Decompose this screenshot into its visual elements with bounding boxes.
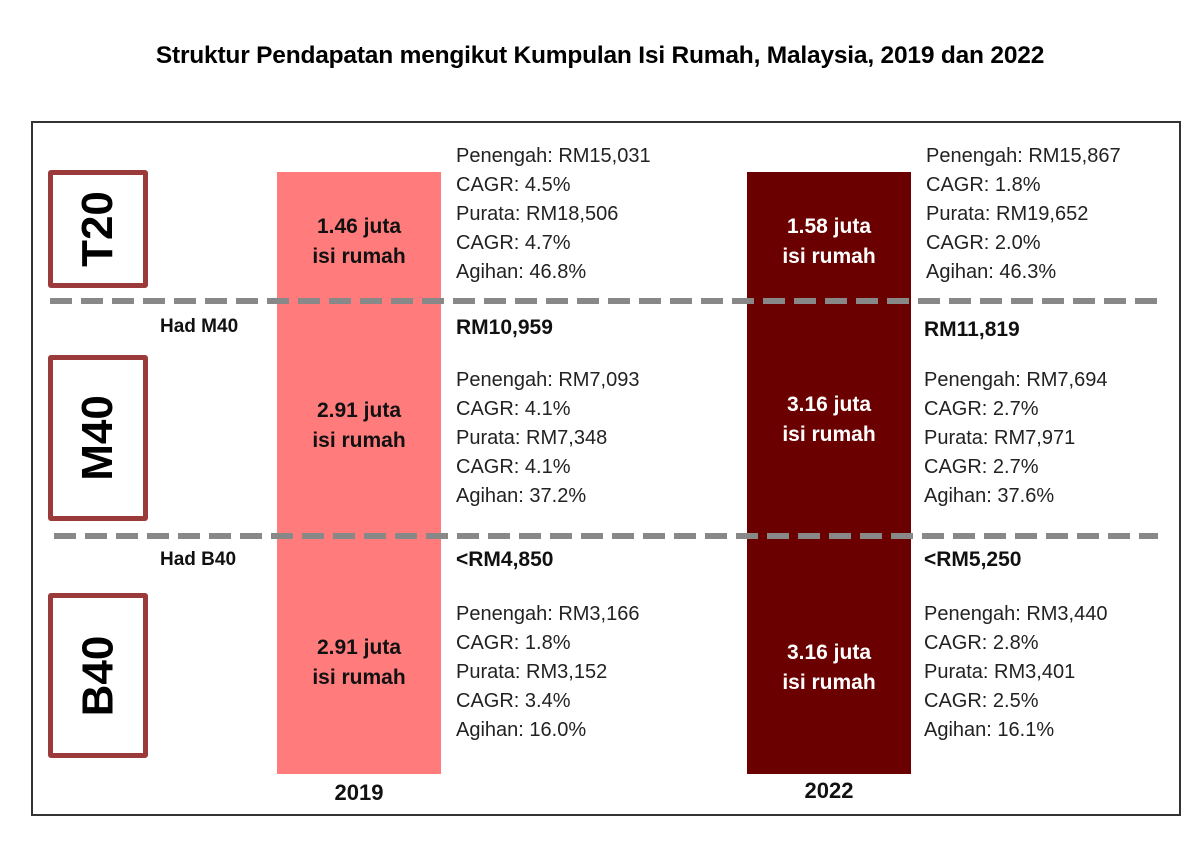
households-unit: isi rumah	[312, 245, 406, 268]
stat-mean: Purata: RM18,506	[456, 203, 619, 225]
stat-mean-cagr: CAGR: 3.4%	[456, 690, 571, 712]
stat-median: Penengah: RM7,694	[924, 369, 1108, 391]
stat-mean-cagr: CAGR: 2.5%	[924, 690, 1039, 712]
households-count: 2.91 juta	[316, 399, 402, 422]
stat-median: Penengah: RM7,093	[456, 369, 640, 391]
threshold-m40-2019: RM10,959	[456, 316, 553, 339]
stats-2022-b40: Penengah: RM3,440 CAGR: 2.8% Purata: RM3…	[924, 600, 1107, 745]
stat-median-cagr: CAGR: 2.7%	[924, 398, 1039, 420]
households-unit: isi rumah	[312, 429, 406, 452]
stat-median-cagr: CAGR: 1.8%	[456, 632, 571, 654]
group-box-t20: T20	[48, 170, 148, 288]
stat-mean: Purata: RM3,401	[924, 661, 1076, 683]
diagram-frame	[31, 121, 1181, 816]
stat-mean-cagr: CAGR: 4.1%	[456, 456, 571, 478]
stat-median: Penengah: RM3,440	[924, 603, 1108, 625]
threshold-b40-2022: <RM5,250	[924, 548, 1022, 571]
chart-title: Struktur Pendapatan mengikut Kumpulan Is…	[155, 42, 1045, 69]
stats-2019-t20: Penengah: RM15,031 CAGR: 4.5% Purata: RM…	[456, 142, 651, 287]
bar-2019-b40-households: 2.91 juta isi rumah	[277, 633, 441, 693]
stat-median: Penengah: RM3,166	[456, 603, 640, 625]
threshold-m40-2022: RM11,819	[924, 318, 1020, 341]
households-count: 3.16 juta	[786, 393, 872, 416]
year-label-2022: 2022	[804, 778, 854, 803]
group-label-b40: B40	[73, 635, 122, 716]
group-label-t20: T20	[72, 191, 122, 267]
stat-mean-cagr: CAGR: 4.7%	[456, 232, 571, 254]
stats-2019-m40: Penengah: RM7,093 CAGR: 4.1% Purata: RM7…	[456, 366, 639, 511]
stat-median-cagr: CAGR: 4.5%	[456, 174, 571, 196]
stat-median: Penengah: RM15,031	[456, 145, 651, 167]
households-count: 2.91 juta	[316, 636, 402, 659]
threshold-label-b40: Had B40	[160, 549, 237, 570]
stats-2019-b40: Penengah: RM3,166 CAGR: 1.8% Purata: RM3…	[456, 600, 639, 745]
stat-median: Penengah: RM15,867	[926, 145, 1121, 167]
stat-mean-cagr: CAGR: 2.0%	[926, 232, 1041, 254]
households-unit: isi rumah	[782, 671, 876, 694]
stat-median-cagr: CAGR: 2.8%	[924, 632, 1039, 654]
stat-mean: Purata: RM19,652	[926, 203, 1089, 225]
bar-2022-m40-households: 3.16 juta isi rumah	[747, 390, 911, 450]
group-label-m40: M40	[73, 395, 122, 481]
stat-mean: Purata: RM7,348	[456, 427, 608, 449]
stat-share: Agihan: 37.2%	[456, 485, 587, 507]
households-count: 3.16 juta	[786, 641, 872, 664]
bar-2019-t20-households: 1.46 juta isi rumah	[277, 212, 441, 272]
threshold-b40-2019: <RM4,850	[456, 548, 554, 571]
group-box-b40: B40	[48, 593, 148, 758]
divider-m40-b40	[54, 533, 1158, 539]
bar-2019-m40-households: 2.91 juta isi rumah	[277, 396, 441, 456]
households-unit: isi rumah	[312, 666, 406, 689]
households-count: 1.46 juta	[316, 215, 402, 238]
bar-2022: 1.58 juta isi rumah 3.16 juta isi rumah …	[747, 172, 911, 774]
stat-share: Agihan: 46.3%	[926, 261, 1057, 283]
stat-median-cagr: CAGR: 1.8%	[926, 174, 1041, 196]
bar-2019: 1.46 juta isi rumah 2.91 juta isi rumah …	[277, 172, 441, 774]
stat-mean: Purata: RM3,152	[456, 661, 608, 683]
year-label-2019: 2019	[334, 780, 384, 805]
stat-share: Agihan: 37.6%	[924, 485, 1055, 507]
stats-2022-t20: Penengah: RM15,867 CAGR: 1.8% Purata: RM…	[926, 142, 1121, 287]
households-unit: isi rumah	[782, 423, 876, 446]
divider-t20-m40	[50, 298, 1158, 304]
households-unit: isi rumah	[782, 245, 876, 268]
bar-2022-b40-households: 3.16 juta isi rumah	[747, 638, 911, 698]
stat-share: Agihan: 46.8%	[456, 261, 587, 283]
threshold-label-m40: Had M40	[160, 316, 239, 337]
group-box-m40: M40	[48, 355, 148, 521]
stat-share: Agihan: 16.0%	[456, 719, 587, 741]
stat-mean-cagr: CAGR: 2.7%	[924, 456, 1039, 478]
stats-2022-m40: Penengah: RM7,694 CAGR: 2.7% Purata: RM7…	[924, 366, 1107, 511]
stat-mean: Purata: RM7,971	[924, 427, 1076, 449]
stat-share: Agihan: 16.1%	[924, 719, 1055, 741]
households-count: 1.58 juta	[786, 215, 872, 238]
bar-2022-t20-households: 1.58 juta isi rumah	[747, 212, 911, 272]
stat-median-cagr: CAGR: 4.1%	[456, 398, 571, 420]
